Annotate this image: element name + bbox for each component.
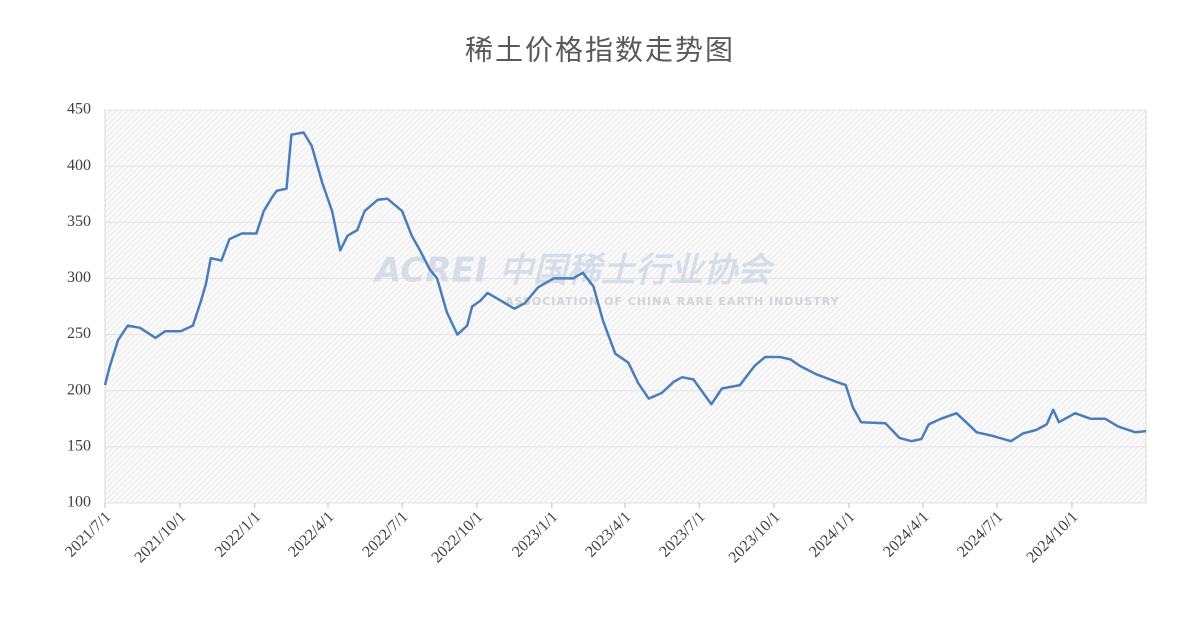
- y-tick-label: 400: [67, 157, 91, 174]
- x-tick-label: 2021/10/1: [131, 508, 189, 566]
- x-tick-label: 2024/1/1: [806, 508, 858, 560]
- x-tick-label: 2022/1/1: [212, 508, 264, 560]
- y-tick-label: 150: [67, 438, 91, 455]
- x-tick-label: 2023/7/1: [656, 508, 708, 560]
- x-tick-label: 2023/1/1: [509, 508, 561, 560]
- plot-area: [104, 109, 1147, 504]
- y-tick-label: 100: [67, 494, 91, 511]
- x-tick-label: 2024/10/1: [1023, 508, 1081, 566]
- x-tick-label: 2023/4/1: [582, 508, 634, 560]
- x-tick-label: 2022/7/1: [359, 508, 411, 560]
- x-tick-label: 2024/7/1: [954, 508, 1006, 560]
- y-tick-label: 300: [67, 269, 91, 286]
- chart-title: 稀土价格指数走势图: [465, 34, 735, 67]
- x-tick-label: 2021/7/1: [62, 508, 114, 560]
- line: [103, 131, 1147, 443]
- y-tick-label: 200: [67, 381, 91, 398]
- y-tick-label: 450: [67, 101, 91, 118]
- watermark: ACREI 中国稀土行业协会: [372, 251, 776, 291]
- y-tick-label: 250: [67, 325, 91, 342]
- x-tick-label: 2022/10/1: [428, 508, 486, 566]
- y-tick-label: 350: [67, 213, 91, 230]
- x-tick-label: 2023/10/1: [726, 508, 784, 566]
- x-tick-label: 2022/4/1: [285, 508, 337, 560]
- x-tick-label: 2024/4/1: [880, 508, 932, 560]
- watermark-subtitle: ASSOCIATION OF CHINA RARE EARTH INDUSTRY: [505, 295, 840, 308]
